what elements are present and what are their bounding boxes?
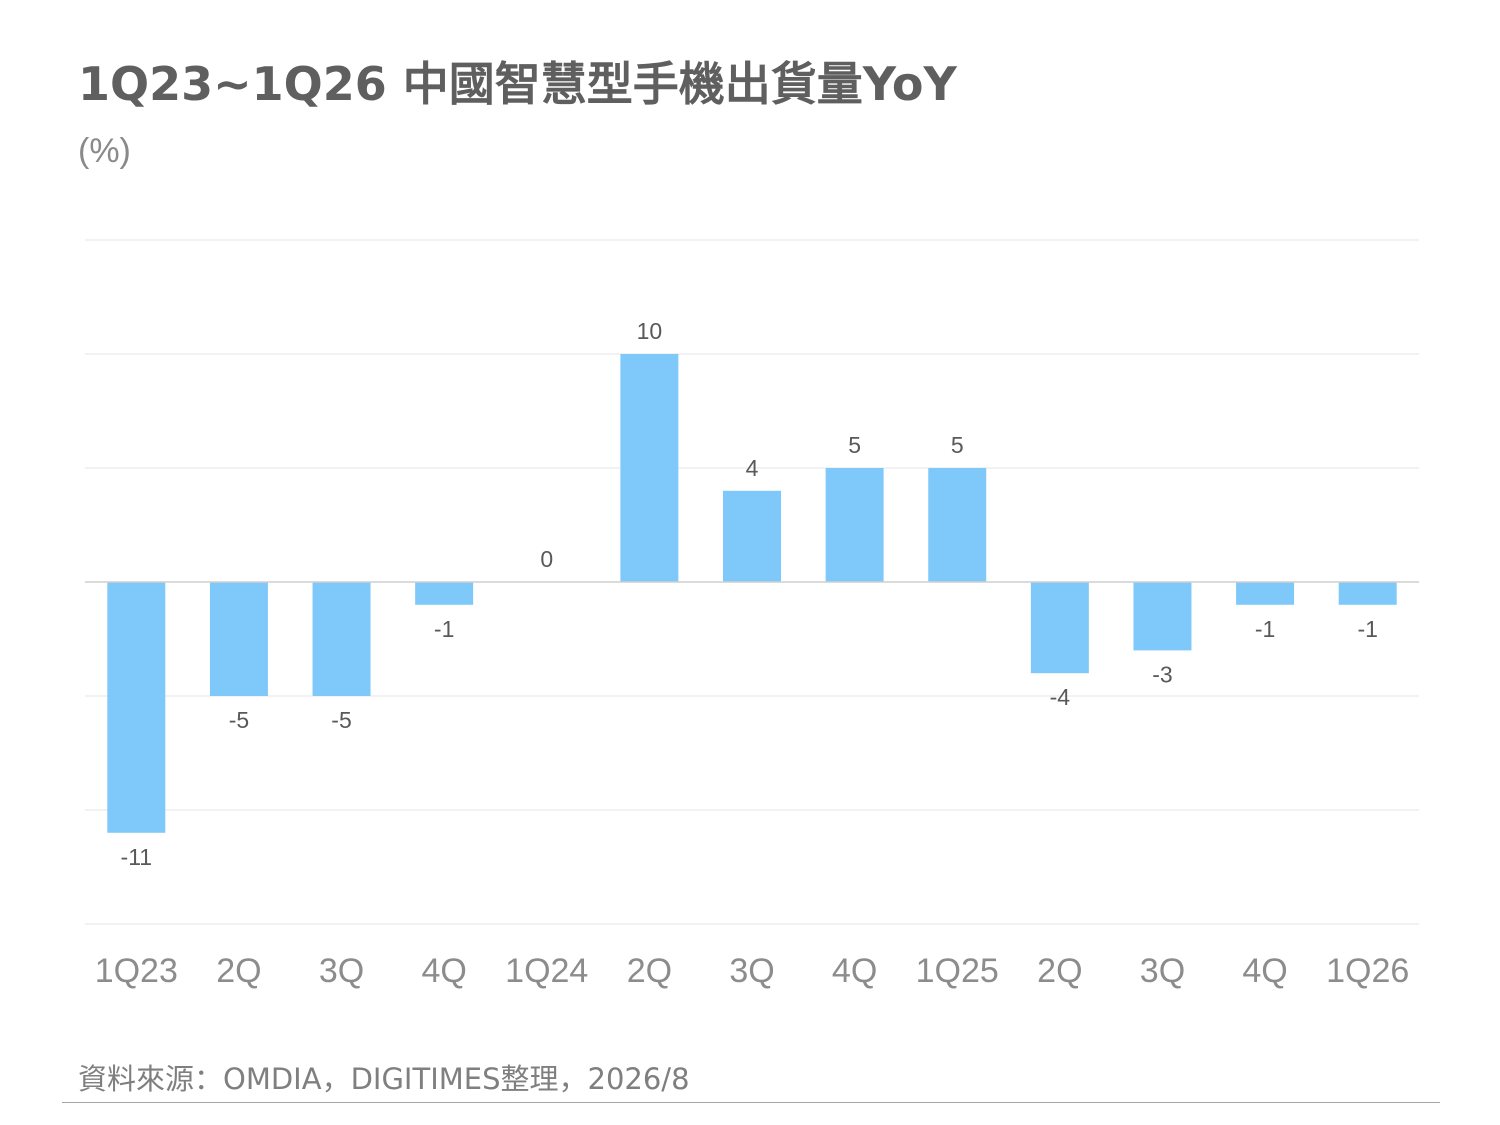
data-label: 5 <box>951 432 964 458</box>
bar <box>723 490 781 582</box>
chart-title: 1Q23~1Q26 中國智慧型手機出貨量YoY <box>78 57 957 111</box>
data-label: 4 <box>746 455 759 481</box>
data-label: 0 <box>540 546 553 572</box>
data-label: -5 <box>331 707 351 733</box>
bar <box>415 582 474 605</box>
x-tick-label: 2Q <box>627 952 672 990</box>
x-tick-label: 1Q23 <box>95 952 178 990</box>
source-note: 資料來源：OMDIA，DIGITIMES整理，2026/8 <box>78 1062 690 1096</box>
bar <box>312 582 371 696</box>
data-label: -4 <box>1050 684 1071 710</box>
bar <box>620 354 679 582</box>
unit-label: (%) <box>78 132 131 170</box>
x-tick-label: 4Q <box>1242 952 1287 990</box>
bar <box>209 582 268 696</box>
data-label: -5 <box>229 707 249 733</box>
x-tick-label: 1Q24 <box>505 952 588 990</box>
x-tick-label: 4Q <box>421 952 466 990</box>
bar <box>825 468 884 582</box>
bar <box>1133 582 1192 651</box>
data-label: -1 <box>434 616 454 642</box>
x-tick-label: 2Q <box>216 952 261 990</box>
x-tick-label: 4Q <box>832 952 877 990</box>
x-tick-label: 1Q25 <box>916 952 999 990</box>
data-label: -11 <box>121 844 153 870</box>
x-tick-label: 3Q <box>1140 952 1185 990</box>
bar <box>1236 582 1295 605</box>
data-label: -3 <box>1152 661 1172 687</box>
x-tick-label: 1Q26 <box>1326 952 1409 990</box>
data-label: -1 <box>1255 616 1275 642</box>
data-label: -1 <box>1357 616 1377 642</box>
x-tick-label: 3Q <box>319 952 364 990</box>
x-tick-label: 3Q <box>729 952 774 990</box>
data-label: 10 <box>637 318 663 344</box>
x-tick-label: 2Q <box>1037 952 1082 990</box>
bar <box>1338 582 1397 605</box>
bar <box>1030 582 1089 674</box>
bar <box>928 468 987 582</box>
bottom-divider <box>62 1102 1440 1103</box>
bar <box>107 582 166 833</box>
data-label: 5 <box>848 432 861 458</box>
